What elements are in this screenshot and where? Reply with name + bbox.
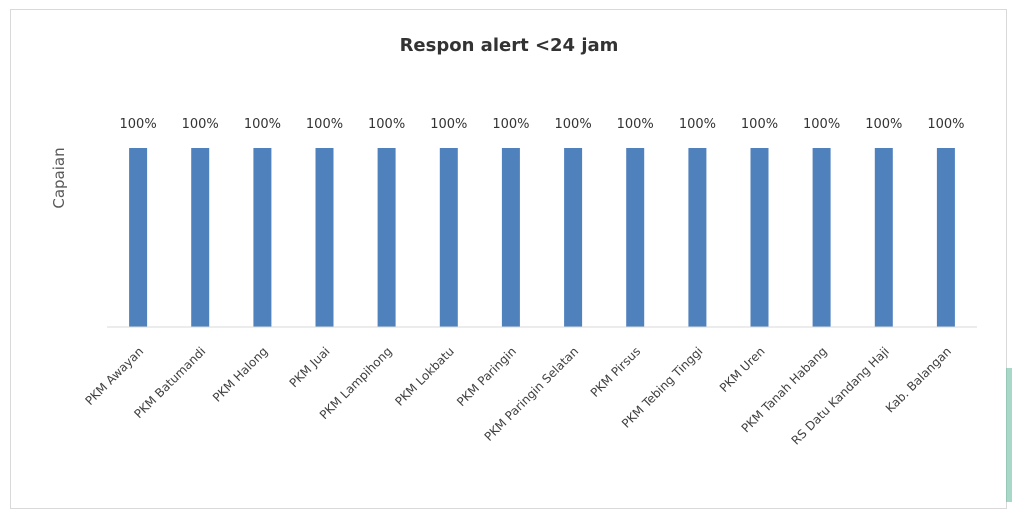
y-axis-label: Capaian — [50, 147, 68, 208]
bar — [564, 148, 583, 327]
bar — [626, 148, 645, 327]
x-tick-label: PKM Lokbatu — [392, 344, 457, 409]
data-label: 100% — [927, 117, 964, 132]
data-label: 100% — [555, 117, 592, 132]
bar — [688, 148, 707, 327]
data-label: 100% — [244, 117, 281, 132]
data-label: 100% — [120, 117, 157, 132]
x-tick-label: PKM Awayan — [82, 344, 146, 408]
data-label: 100% — [492, 117, 529, 132]
data-label: 100% — [182, 117, 219, 132]
x-tick-label: PKM Juai — [287, 344, 333, 390]
bar — [936, 148, 955, 327]
data-label: 100% — [430, 117, 467, 132]
x-tick-label: PKM Pirsus — [588, 344, 644, 400]
bar — [439, 148, 458, 327]
x-tick-label: Kab. Balangan — [883, 344, 954, 415]
data-label: 100% — [679, 117, 716, 132]
bar — [750, 148, 769, 327]
bars-group — [129, 148, 955, 327]
bar — [253, 148, 272, 327]
data-label: 100% — [368, 117, 405, 132]
bar — [377, 148, 396, 327]
bar — [129, 148, 148, 327]
x-tick-label: PKM Uren — [717, 344, 768, 395]
data-label: 100% — [865, 117, 902, 132]
x-tick-label: PKM Paringin — [454, 344, 519, 409]
edge-accent — [1006, 368, 1012, 502]
data-label: 100% — [306, 117, 343, 132]
bar — [501, 148, 520, 327]
chart-title: Respon alert <24 jam — [400, 35, 619, 56]
data-label: 100% — [617, 117, 654, 132]
x-tick-label: PKM Halong — [210, 344, 271, 405]
data-labels-group: 100% 100% 100% 100% 100% 100% 100% 100% 100% 100%… — [120, 117, 965, 132]
data-label: 100% — [741, 117, 778, 132]
bar — [874, 148, 893, 327]
bar — [315, 148, 334, 327]
data-label: 100% — [803, 117, 840, 132]
bar — [191, 148, 210, 327]
bar — [812, 148, 831, 327]
